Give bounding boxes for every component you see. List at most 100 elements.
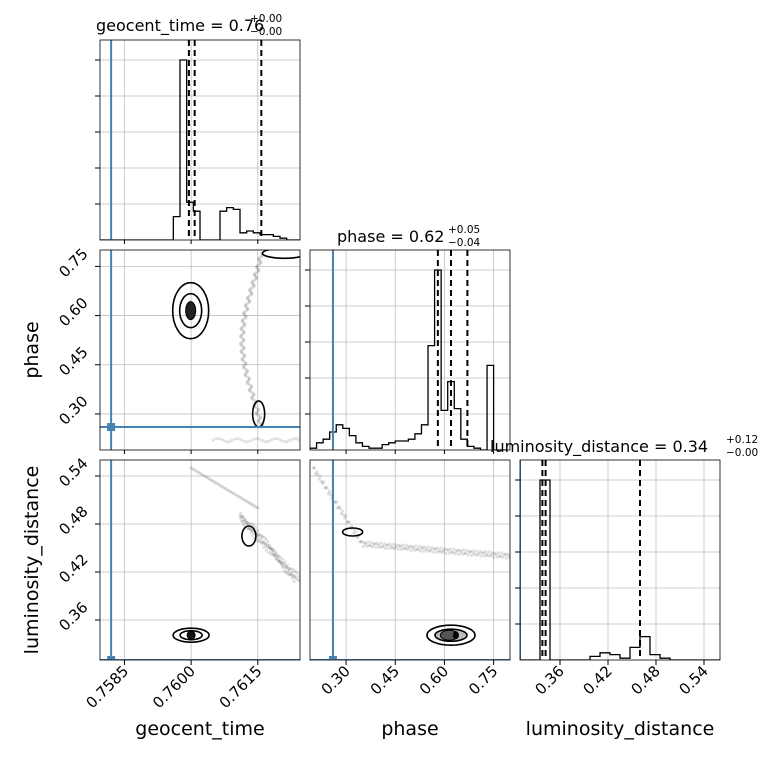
hist-bar-2 — [323, 439, 330, 450]
sample-point-102 — [246, 297, 251, 302]
xtick-label-geocent_time-2: 0.7615 — [216, 662, 266, 712]
sample-point-28 — [249, 530, 253, 535]
sample-point-105 — [433, 547, 438, 551]
sample-point-112 — [442, 549, 446, 553]
panel-frame-1-1 — [309, 249, 511, 451]
sample-point-66 — [269, 552, 273, 556]
ytick-label-phase-2: 0.60 — [55, 294, 91, 330]
sample-point-128 — [460, 552, 464, 556]
sample-point-41 — [260, 534, 265, 538]
sample-point-55 — [240, 356, 245, 360]
sample-point-2 — [192, 468, 197, 472]
sample-point-22 — [337, 505, 341, 509]
sample-point-89 — [244, 314, 248, 318]
hist-bar-12 — [389, 443, 396, 450]
sample-point-126 — [458, 548, 462, 552]
sample-point-73 — [396, 547, 400, 551]
sample-point-112 — [251, 285, 256, 289]
title-phase: phase = 0.62 +0.05 −0.04 — [337, 224, 480, 249]
sample-point-41 — [359, 540, 363, 544]
sample-point-163 — [501, 555, 505, 560]
sample-point-78 — [402, 546, 406, 550]
sample-point-23 — [251, 523, 255, 527]
truth-marker — [107, 656, 116, 660]
sample-point-168 — [507, 554, 510, 558]
hist-bar-23 — [253, 233, 260, 240]
hist-step-geocent_time — [100, 59, 300, 240]
sample-point-93 — [244, 309, 248, 313]
sample-point-58 — [264, 548, 268, 552]
sample-point-60 — [265, 543, 270, 547]
sample-point-113 — [252, 284, 256, 288]
sample-point-46 — [365, 544, 369, 548]
sample-point-49 — [242, 364, 246, 368]
sample-point-4 — [239, 514, 244, 519]
sample-point-83 — [408, 544, 412, 548]
sample-point-151 — [487, 550, 491, 554]
sample-point-7 — [233, 437, 237, 441]
sample-point-5 — [241, 514, 245, 518]
sample-point-23 — [250, 396, 254, 400]
sample-point-117 — [292, 579, 296, 584]
hist-bar-18 — [428, 346, 435, 450]
xtick-label-geocent_time-1: 0.7600 — [149, 662, 199, 712]
sample-point-94 — [421, 546, 425, 550]
sample-point-0 — [311, 466, 315, 470]
sample-point-104 — [432, 547, 436, 551]
sample-point-0 — [189, 466, 193, 470]
sample-point-24 — [285, 440, 289, 444]
sample-point-116 — [446, 548, 450, 553]
sample-point-136 — [259, 255, 263, 259]
sample-point-47 — [263, 542, 267, 547]
sample-point-9 — [204, 475, 209, 479]
hist-bar-11 — [382, 445, 389, 450]
sample-point-27 — [253, 525, 258, 530]
sample-point-119 — [450, 550, 454, 554]
sample-point-64 — [386, 543, 390, 547]
sample-point-6 — [230, 439, 234, 443]
hist-bar-12 — [180, 60, 187, 240]
sample-point-68 — [270, 549, 274, 553]
sample-point-13 — [256, 409, 260, 413]
sample-point-89 — [415, 547, 419, 552]
ytick-label-phase-1: 0.45 — [55, 343, 91, 379]
sample-point-96 — [244, 305, 248, 309]
sample-point-63 — [385, 543, 389, 547]
contour-secondary — [341, 527, 364, 537]
sample-point-5 — [227, 440, 231, 444]
sample-point-4 — [316, 473, 320, 477]
panel-frame-2-0 — [99, 459, 301, 661]
sample-point-116 — [250, 280, 254, 284]
sample-point-17 — [263, 440, 268, 444]
xtick-label-phase-0: 0.30 — [318, 662, 354, 698]
sample-point-110 — [439, 546, 443, 550]
sample-point-77 — [275, 558, 279, 562]
sample-point-62 — [383, 546, 388, 550]
panel-frames — [99, 39, 721, 661]
sample-point-98 — [288, 567, 292, 571]
sample-point-46 — [258, 538, 262, 542]
sample-point-99 — [246, 301, 250, 305]
sample-point-83 — [242, 321, 246, 325]
xtick-label-luminosity_distance-0: 0.36 — [531, 662, 567, 698]
sample-point-108 — [249, 290, 253, 294]
sample-point-21 — [250, 528, 254, 532]
sample-point-10 — [255, 412, 259, 417]
sample-point-76 — [242, 330, 246, 334]
contour-core — [186, 630, 196, 640]
sample-point-55 — [375, 541, 379, 546]
sample-point-92 — [284, 565, 288, 570]
sample-point-81 — [242, 324, 246, 328]
sample-point-123 — [253, 271, 257, 275]
sample-point-87 — [412, 548, 417, 552]
sample-point-30 — [250, 528, 254, 532]
hist-bar-15 — [408, 439, 415, 450]
sample-point-13 — [251, 437, 255, 442]
sample-point-57 — [267, 543, 272, 547]
xtick-label-geocent_time-0: 0.7585 — [82, 662, 132, 712]
sample-point-96 — [287, 566, 291, 570]
hist-bar-22 — [454, 409, 461, 450]
hist-bar-1 — [317, 443, 324, 450]
sample-point-20 — [273, 437, 277, 441]
sample-point-43 — [261, 539, 266, 544]
